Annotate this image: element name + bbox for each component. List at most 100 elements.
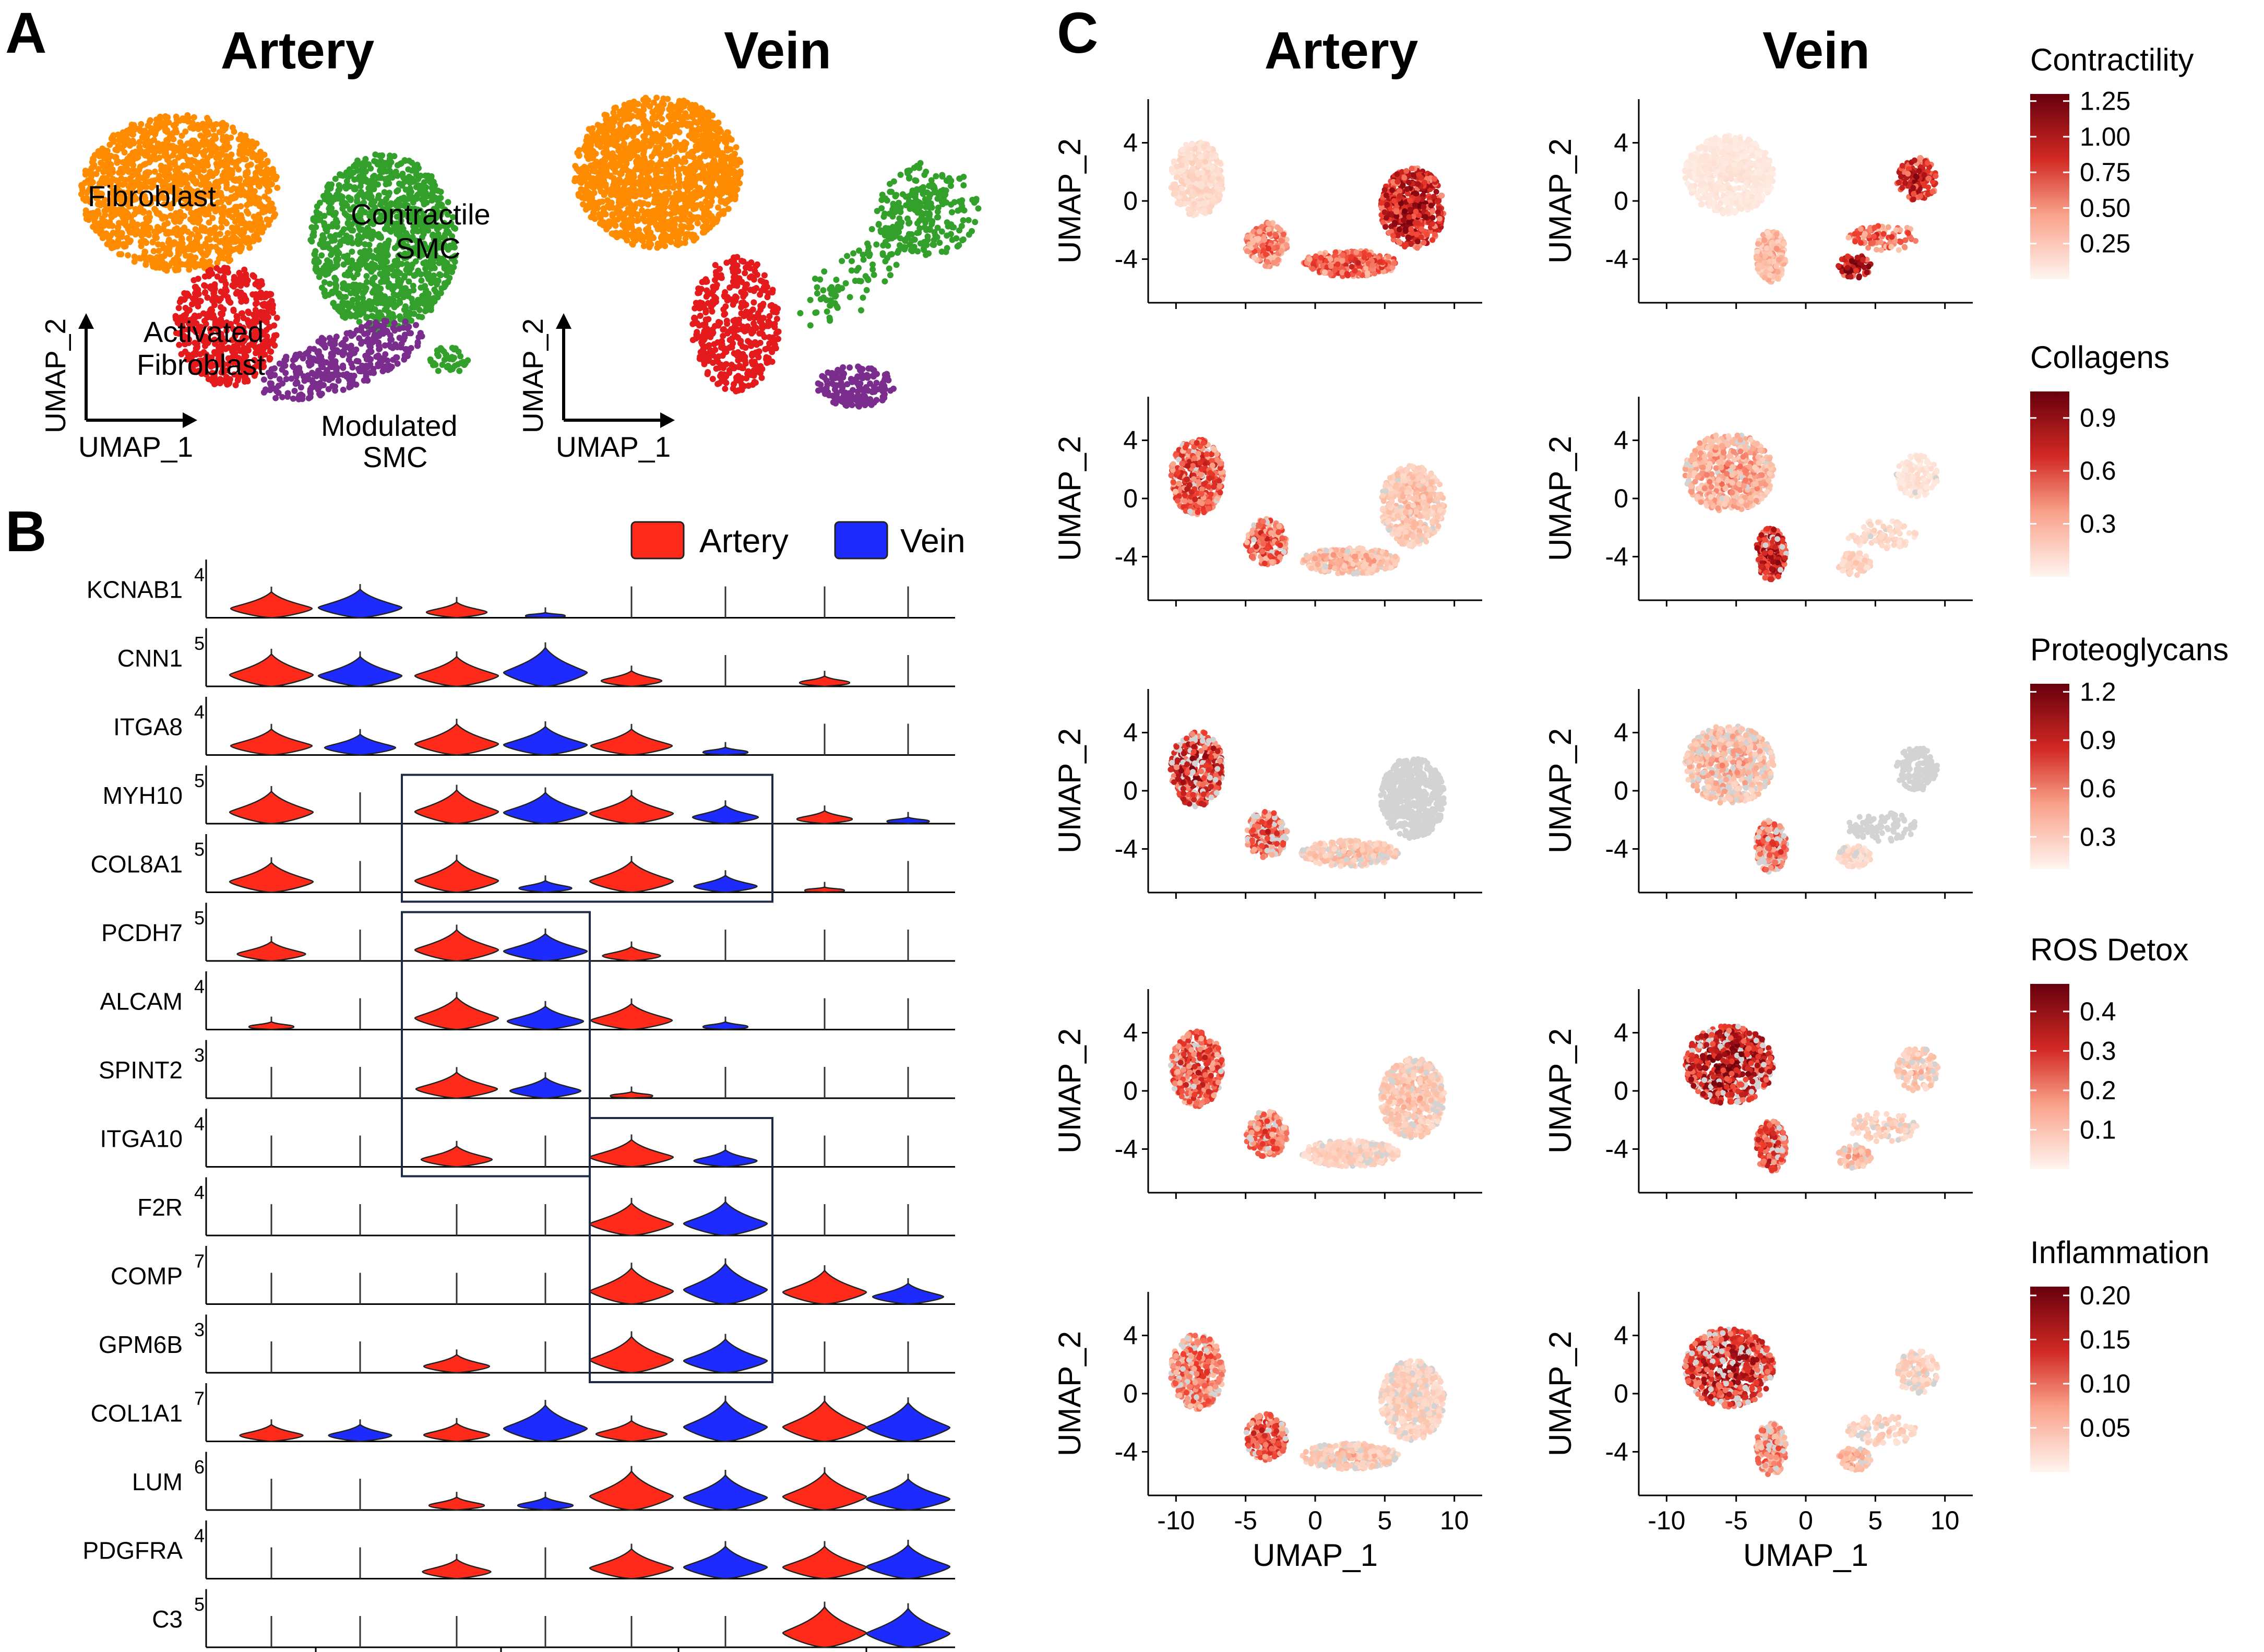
score-umap-contractility-vein: 4 0 -4 UMAP_2 bbox=[1543, 99, 1973, 309]
legend-tick: 0.6 bbox=[2080, 456, 2116, 485]
panel-b-violin-chart: Artery Vein KCNAB14CNN15ITGA84MYH105COL8… bbox=[82, 521, 966, 1652]
score-ytick: 4 bbox=[1123, 1018, 1138, 1048]
violin-artery bbox=[589, 1266, 674, 1305]
score-xtick: 5 bbox=[1377, 1506, 1392, 1535]
violin-row-pcdh7: PCDH7 5 bbox=[101, 902, 955, 962]
legend-tick: 0.75 bbox=[2080, 158, 2130, 187]
score-ytick: 4 bbox=[1614, 1321, 1628, 1350]
umap-artery-axes: UMAP_1 UMAP_2 bbox=[39, 313, 197, 463]
violin-vein bbox=[503, 791, 588, 825]
gene-label: F2R bbox=[137, 1194, 183, 1221]
violin-row-alcam: ALCAM 4 bbox=[100, 971, 955, 1030]
gene-label: ITGA8 bbox=[113, 714, 183, 741]
vein-activated-cluster bbox=[689, 254, 782, 395]
legend-tick: 0.10 bbox=[2080, 1369, 2130, 1398]
violin-row-gpm6b: GPM6B 3 bbox=[99, 1314, 955, 1374]
violin-row-col8a1: COL8A1 5 bbox=[91, 834, 955, 893]
gene-label: SPINT2 bbox=[99, 1056, 183, 1084]
gene-label: MYH10 bbox=[103, 782, 183, 809]
legend-ros-detox: ROS Detox 0.4 0.3 0.2 0.1 bbox=[2030, 932, 2188, 1169]
violin-artery bbox=[423, 1353, 491, 1374]
score-ytick: 4 bbox=[1614, 718, 1628, 747]
violin-vein bbox=[324, 733, 397, 756]
gene-label: COL8A1 bbox=[91, 851, 183, 878]
violin-vein bbox=[518, 880, 573, 893]
gene-label: CNN1 bbox=[117, 645, 183, 672]
violin-artery bbox=[796, 810, 853, 825]
violin-artery bbox=[229, 861, 314, 893]
violin-vein bbox=[683, 1473, 768, 1511]
umap-vein-y-arrowhead bbox=[556, 313, 571, 329]
score-ytick: 4 bbox=[1123, 1321, 1138, 1350]
violin-artery bbox=[248, 1021, 295, 1030]
score-ytick: 0 bbox=[1123, 484, 1138, 513]
gene-ymax-label: 5 bbox=[194, 1594, 205, 1615]
legend-tick: 0.15 bbox=[2080, 1325, 2130, 1354]
umap-vein-ylabel: UMAP_2 bbox=[517, 318, 549, 433]
umap-artery-y-arrowhead bbox=[78, 313, 94, 329]
gene-ymax-label: 6 bbox=[194, 1456, 205, 1478]
legend-label-artery: Artery bbox=[699, 522, 789, 560]
gene-label: ITGA10 bbox=[100, 1125, 183, 1152]
legend-tick: 0.4 bbox=[2080, 997, 2116, 1026]
legend-proteoglycans: Proteoglycans 1.2 0.9 0.6 0.3 bbox=[2030, 632, 2229, 869]
umap-vein-xlabel: UMAP_1 bbox=[556, 431, 671, 463]
score-xtick: -10 bbox=[1648, 1506, 1685, 1535]
score-umap-proteoglycans-artery: 4 0 -4 UMAP_2 bbox=[1052, 689, 1482, 899]
violin-row-pdgfra: PDGFRA 4 bbox=[82, 1520, 955, 1579]
score-ytick: 4 bbox=[1123, 128, 1138, 158]
panel-letter-a: A bbox=[5, 1, 47, 65]
score-ytick: -4 bbox=[1115, 1437, 1138, 1466]
score-ytick: 4 bbox=[1123, 426, 1138, 455]
violin-row-kcnab1: KCNAB1 4 bbox=[87, 560, 955, 619]
violin-artery bbox=[230, 728, 313, 756]
score-ylabel: UMAP_2 bbox=[1052, 436, 1087, 561]
panel-a-artery-title: Artery bbox=[220, 21, 375, 80]
vein-contractile-tail bbox=[797, 169, 949, 329]
umap-artery-clusters bbox=[78, 112, 471, 402]
score-umap-collagens-artery: 4 0 -4 UMAP_2 bbox=[1052, 397, 1482, 607]
violin-vein bbox=[517, 1496, 574, 1511]
vein-fibroblast-cluster bbox=[571, 94, 744, 251]
label-fibroblast: Fibroblast bbox=[88, 180, 216, 212]
gene-ymax-label: 5 bbox=[194, 839, 205, 860]
legend-tick: 0.20 bbox=[2080, 1281, 2130, 1310]
gene-ymax-label: 5 bbox=[194, 633, 205, 654]
score-ytick: 4 bbox=[1614, 426, 1628, 455]
label-activated-1: Activated bbox=[144, 315, 264, 348]
violin-artery bbox=[782, 1606, 867, 1648]
score-ytick: -4 bbox=[1115, 542, 1138, 571]
legend-tick: 0.05 bbox=[2080, 1413, 2130, 1442]
violin-row-itga8: ITGA8 4 bbox=[113, 697, 955, 756]
panel-letter-c: C bbox=[1057, 1, 1099, 65]
violin-vein bbox=[509, 1076, 582, 1099]
violin-artery bbox=[428, 1496, 485, 1511]
violin-row-cnn1: CNN1 5 bbox=[117, 628, 955, 687]
legend-tick: 0.6 bbox=[2080, 774, 2116, 803]
score-ytick: 4 bbox=[1123, 718, 1138, 747]
gene-ymax-label: 4 bbox=[194, 564, 205, 586]
panel-a-umap: UMAP_1 UMAP_2 UMAP_1 UMAP_2 Fibroblast C… bbox=[39, 94, 982, 473]
score-ytick: 0 bbox=[1614, 484, 1628, 513]
score-ytick: -4 bbox=[1605, 244, 1628, 274]
score-ytick: 0 bbox=[1123, 1076, 1138, 1106]
violin-artery bbox=[425, 601, 488, 619]
gene-ymax-label: 4 bbox=[194, 1525, 205, 1547]
score-ytick: -4 bbox=[1115, 244, 1138, 274]
violin-artery bbox=[414, 929, 499, 962]
legend-title: Inflammation bbox=[2030, 1235, 2209, 1270]
violin-vein bbox=[886, 816, 930, 825]
violin-vein bbox=[693, 1149, 758, 1168]
legend-tick: 0.3 bbox=[2080, 509, 2116, 539]
violin-vein bbox=[693, 874, 758, 893]
score-legends: Contractility 1.25 1.00 0.75 0.50 0.25 Collage… bbox=[2030, 42, 2229, 1472]
violin-artery bbox=[610, 1091, 653, 1099]
legend-colorbar bbox=[2030, 984, 2069, 1169]
umap-artery-xlabel: UMAP_1 bbox=[78, 431, 193, 463]
score-xtick: -10 bbox=[1157, 1506, 1195, 1535]
violin-vein bbox=[683, 1262, 768, 1305]
violin-x-labels: ContractileSMCModulatedSMCActivatedFibro… bbox=[315, 1647, 867, 1652]
violin-vein bbox=[503, 933, 588, 962]
legend-tick: 0.3 bbox=[2080, 822, 2116, 851]
score-xtick: 5 bbox=[1868, 1506, 1882, 1535]
